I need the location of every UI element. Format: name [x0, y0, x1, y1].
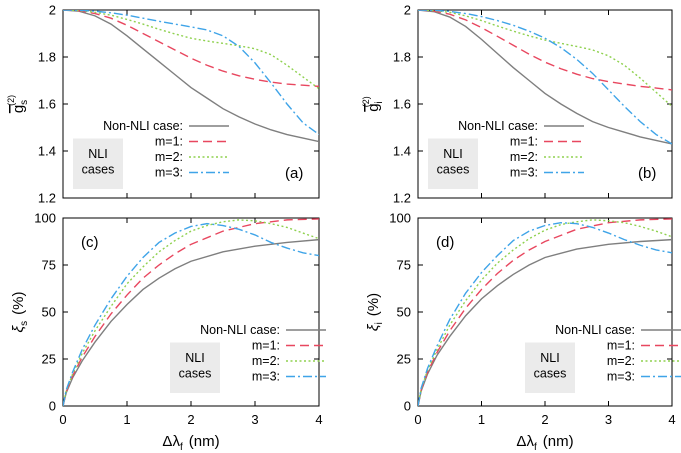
x-tick-label: 3 — [605, 412, 612, 427]
legend-entry-label: m=3: — [155, 166, 183, 180]
nli-group-label: cases — [534, 367, 567, 381]
y-axis-label: ξs(%) — [10, 291, 30, 332]
y-tick-label: 0 — [49, 399, 56, 414]
legend-entry-label: Non-NLI case: — [200, 323, 280, 337]
series-line-non-nli — [63, 10, 319, 143]
panel-letter: (c) — [81, 234, 99, 251]
nli-group-box — [525, 342, 575, 393]
legend: NLI cases Non-NLI case: m=1:m=2: m=3: — [525, 323, 681, 393]
panel-letter: (d) — [436, 234, 454, 251]
y-tick-label: 100 — [34, 211, 56, 226]
y-tick-label: 1.8 — [393, 50, 411, 65]
panel-d: 0 25 50 75 100 0 1 2 3 4 (d) ξi(%) Δλf (nm) NLI cases No… — [365, 211, 681, 453]
y-tick-label: 1.6 — [393, 97, 411, 112]
series-line-m3 — [63, 222, 319, 406]
series-line-m2 — [63, 219, 319, 406]
panel-letter: (a) — [285, 165, 303, 182]
y-tick-label: 25 — [42, 352, 56, 367]
y-tick-label: 1.4 — [38, 144, 56, 159]
series-line-m2 — [418, 219, 672, 406]
x-tick-label: 2 — [187, 412, 194, 427]
legend-entry-label: m=2: — [252, 354, 280, 368]
nli-group-label: cases — [179, 367, 212, 381]
x-axis-label: Δλf (nm) — [162, 433, 219, 453]
series-line-m2 — [418, 10, 672, 107]
series-line-m3 — [418, 221, 672, 406]
panel-letter: (b) — [638, 165, 656, 182]
legend: NLI cases Non-NLI case: m=1:m=2: m=3: — [73, 119, 229, 189]
y-axis-label: ξi(%) — [365, 293, 385, 331]
nli-group-label: NLI — [88, 147, 107, 161]
legend-entry-label: m=2: — [155, 150, 183, 164]
x-tick-label: 1 — [478, 412, 485, 427]
y-tick-label: 1.2 — [38, 191, 56, 206]
y-tick-label: 0 — [404, 399, 411, 414]
legend: NLI cases Non-NLI case: m=1:m=2: m=3: — [428, 119, 584, 189]
legend-entry-label: m=2: — [607, 354, 635, 368]
legend: NLI cases Non-NLI case: m=1:m=2: m=3: — [170, 323, 326, 393]
y-axis-label: gi(2) — [361, 96, 385, 112]
nli-group-label: cases — [437, 163, 470, 177]
series-line-m1 — [418, 10, 672, 91]
nli-group-label: cases — [82, 163, 115, 177]
legend-entry-label: m=1: — [510, 135, 538, 149]
nli-group-label: NLI — [540, 351, 559, 365]
x-tick-label: 0 — [414, 412, 421, 427]
panel-b: 1.2 1.4 1.6 1.8 2 (b) gi(2) NLI cases Non-NLI cas… — [361, 3, 673, 206]
x-tick-label: 3 — [251, 412, 258, 427]
y-tick-label: 50 — [42, 305, 56, 320]
nli-group-label: NLI — [185, 351, 204, 365]
legend-entry-label: m=1: — [155, 135, 183, 149]
series-line-non-nli — [418, 238, 672, 406]
y-tick-label: 1.4 — [393, 144, 411, 159]
series-line-m3 — [63, 10, 319, 136]
series-line-non-nli — [63, 238, 319, 406]
legend-entry-label: m=1: — [252, 339, 280, 353]
nli-group-box — [170, 342, 220, 393]
nli-group-label: NLI — [443, 147, 462, 161]
panel-a: 1.2 1.4 1.6 1.8 2 (a) gs(2) NLI cases Non-NLI cas… — [6, 3, 320, 206]
legend-entry-label: Non-NLI case: — [555, 323, 635, 337]
y-tick-label: 75 — [42, 258, 56, 273]
series-line-m2 — [63, 10, 319, 90]
legend-entry-label: m=1: — [607, 339, 635, 353]
y-axis-label: gs(2) — [6, 95, 30, 113]
x-tick-label: 0 — [59, 412, 66, 427]
series-line-m3 — [418, 10, 672, 145]
x-tick-label: 2 — [541, 412, 548, 427]
y-tick-label: 50 — [397, 305, 411, 320]
legend-entry-label: m=3: — [510, 166, 538, 180]
y-tick-label: 2 — [404, 3, 411, 18]
legend-entry-label: m=3: — [252, 370, 280, 384]
y-tick-label: 2 — [49, 3, 56, 18]
y-tick-label: 25 — [397, 352, 411, 367]
y-tick-label: 75 — [397, 258, 411, 273]
series-line-m1 — [63, 10, 319, 88]
legend-entry-label: m=2: — [510, 150, 538, 164]
y-tick-label: 100 — [389, 211, 411, 226]
x-axis-label: Δλf (nm) — [516, 433, 573, 453]
panel-c: 0 25 50 75 100 0 1 2 3 4 (c) ξs(%) Δλf (nm) NLI cases No… — [10, 211, 326, 453]
series-line-m1 — [63, 218, 319, 406]
legend-entry-label: m=3: — [607, 370, 635, 384]
legend-entry-label: Non-NLI case: — [458, 119, 538, 133]
y-tick-label: 1.2 — [393, 191, 411, 206]
legend-entry-label: Non-NLI case: — [103, 119, 183, 133]
nli-group-box — [73, 138, 123, 189]
y-tick-label: 1.8 — [38, 50, 56, 65]
x-tick-label: 4 — [668, 412, 675, 427]
nli-group-box — [428, 138, 478, 189]
y-tick-label: 1.6 — [38, 97, 56, 112]
series-line-m1 — [418, 218, 672, 406]
series-line-non-nli — [418, 10, 672, 145]
x-tick-label: 1 — [123, 412, 130, 427]
x-tick-label: 4 — [315, 412, 322, 427]
